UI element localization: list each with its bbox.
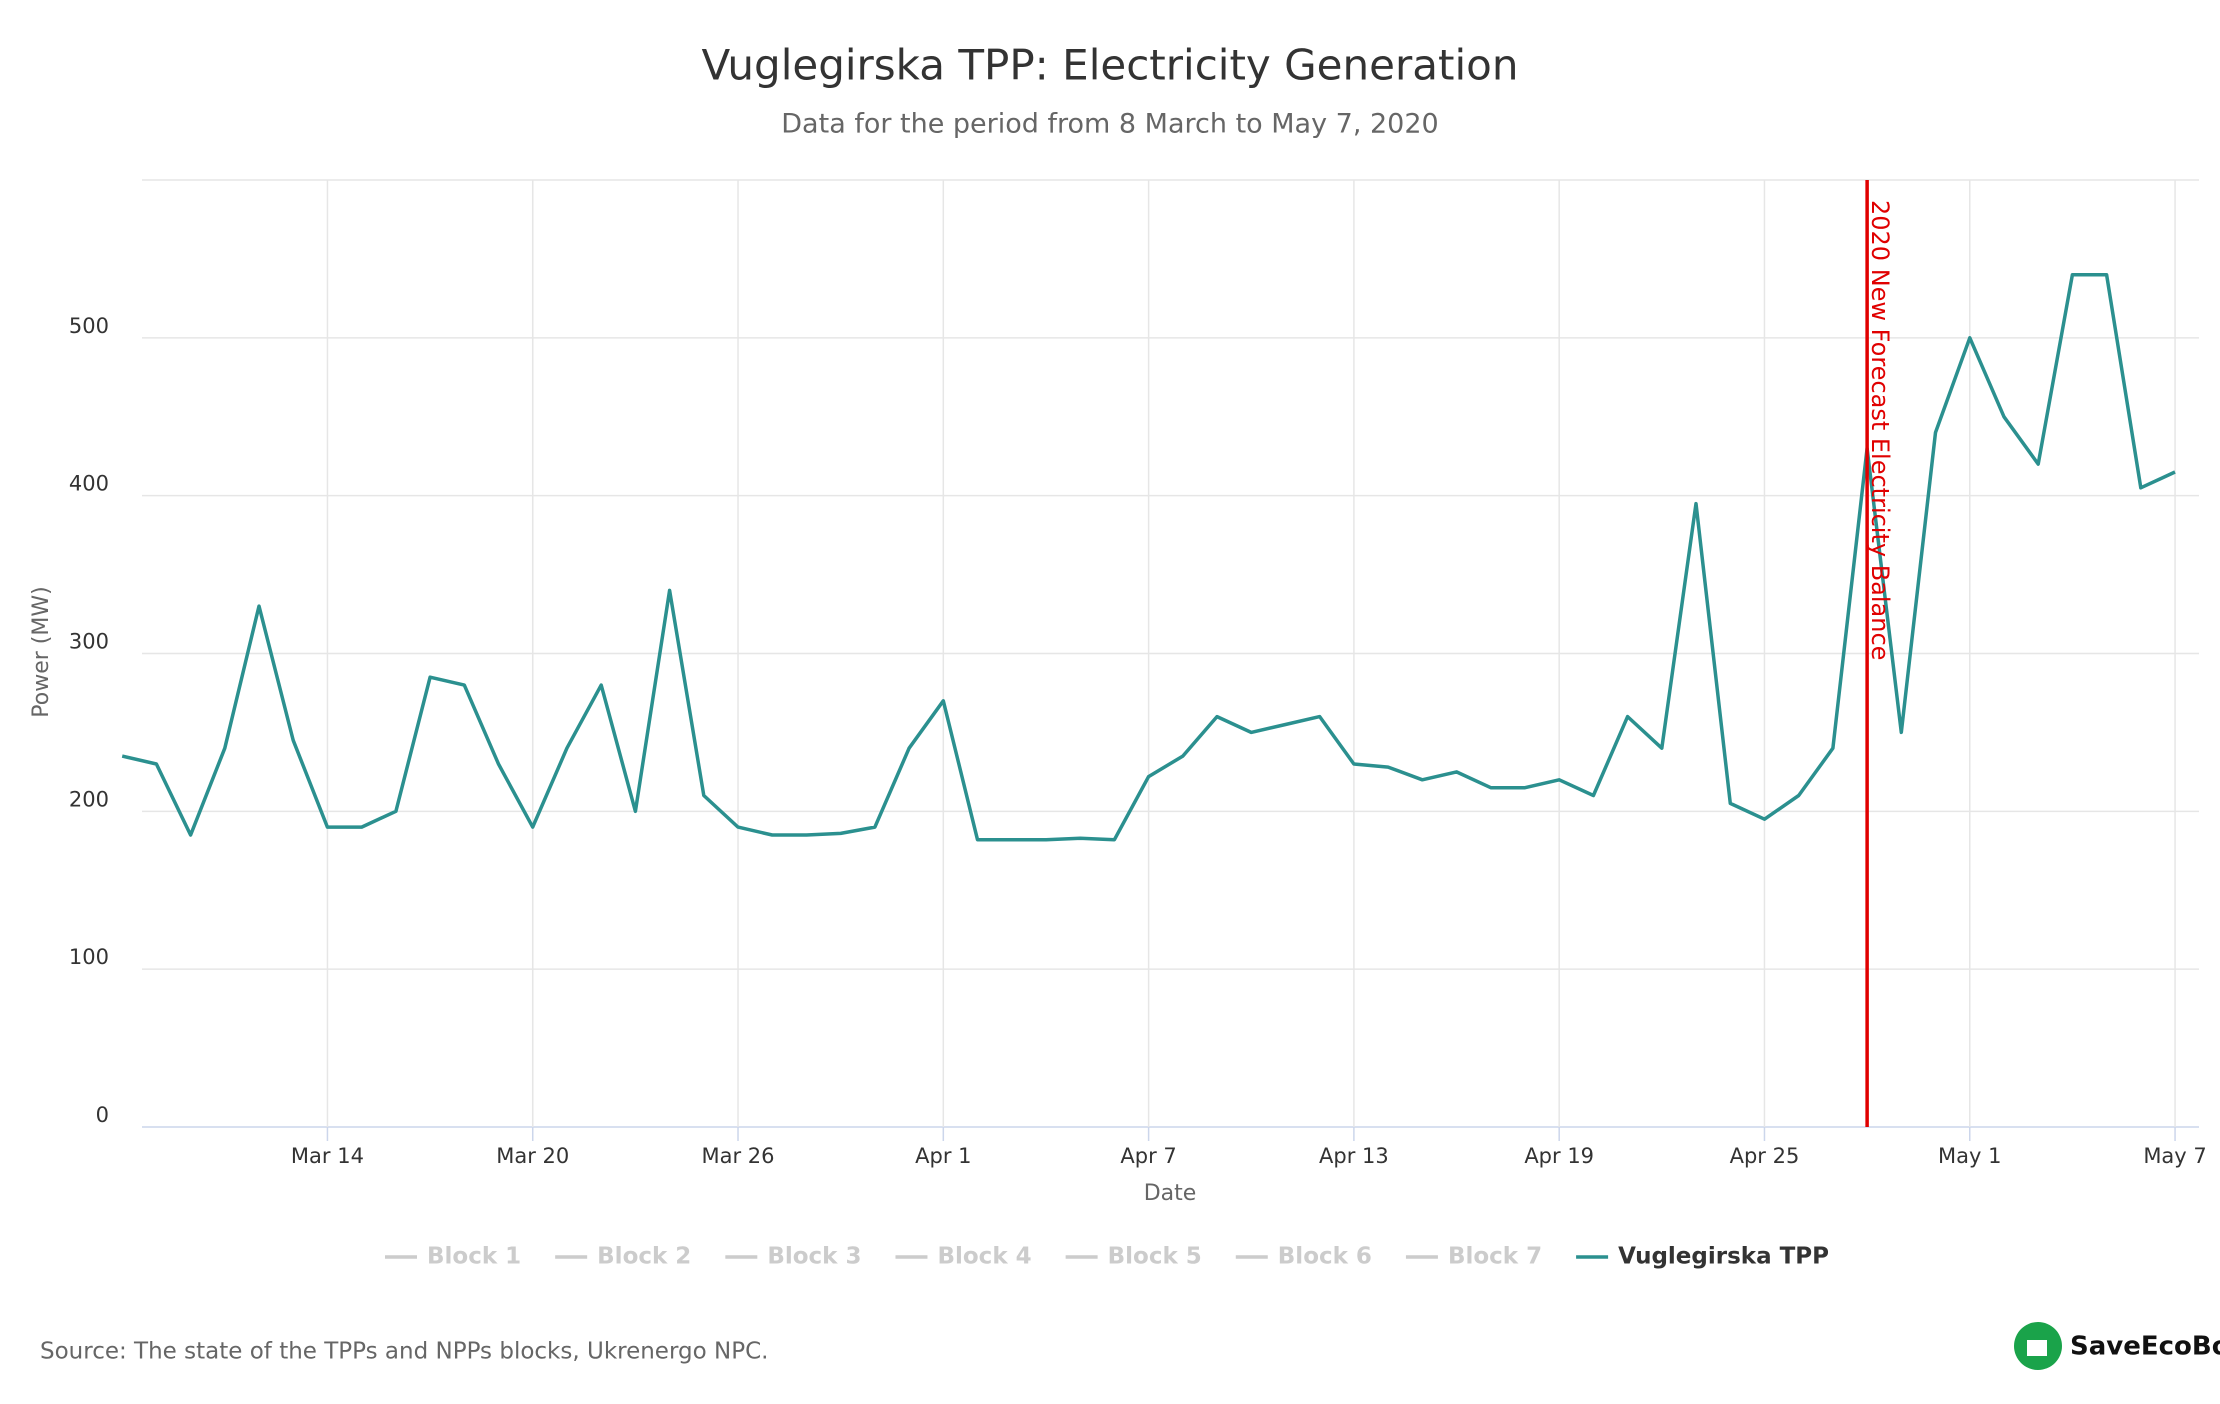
x-tick-label: Apr 7: [1120, 1144, 1176, 1168]
y-tick-label: 0: [96, 1103, 109, 1127]
x-tick-label: May 1: [1938, 1144, 2001, 1168]
data-line: [121, 272, 2176, 842]
x-tick-label: Apr 13: [1319, 1144, 1389, 1168]
x-axis-label: Date: [1144, 1181, 1197, 1206]
legend-label: Block 2: [597, 1244, 691, 1270]
source-note: Source: The state of the TPPs and NPPs b…: [40, 1339, 768, 1365]
legend-label: Block 3: [767, 1244, 861, 1270]
legend-label: Block 7: [1448, 1244, 1542, 1270]
x-tick-label: Mar 26: [702, 1144, 775, 1168]
y-tick-label: 300: [69, 630, 109, 654]
x-tick-label: Apr 1: [915, 1144, 971, 1168]
logo: SaveEcoBot: [2014, 1322, 2220, 1370]
legend-label: Block 5: [1108, 1244, 1202, 1270]
logo-glyph: [2027, 1340, 2047, 1356]
y-axis-label: Power (MW): [29, 586, 54, 717]
y-tick-label: 100: [69, 945, 109, 969]
y-tick-label: 200: [69, 787, 109, 811]
annotation-text: 2020 New Forecast Electricity Balance: [1866, 200, 1894, 660]
legend-label: Block 1: [427, 1244, 521, 1270]
x-tick-label: May 7: [2143, 1144, 2206, 1168]
x-tick-label: Apr 19: [1524, 1144, 1594, 1168]
y-tick-label: 400: [69, 472, 109, 496]
x-tick-label: Apr 25: [1730, 1144, 1800, 1168]
chart-title: Vuglegirska TPP: Electricity Generation: [702, 41, 1519, 90]
x-tick-label: Mar 14: [291, 1144, 364, 1168]
chart-subtitle: Data for the period from 8 March to May …: [781, 109, 1438, 140]
logo-text: SaveEcoBot: [2070, 1332, 2220, 1362]
legend-label: Block 4: [937, 1244, 1031, 1270]
x-tick-label: Mar 20: [496, 1144, 569, 1168]
y-tick-label: 500: [69, 314, 109, 338]
legend-label: Block 6: [1278, 1244, 1372, 1270]
legend-label: Vuglegirska TPP: [1618, 1244, 1829, 1270]
